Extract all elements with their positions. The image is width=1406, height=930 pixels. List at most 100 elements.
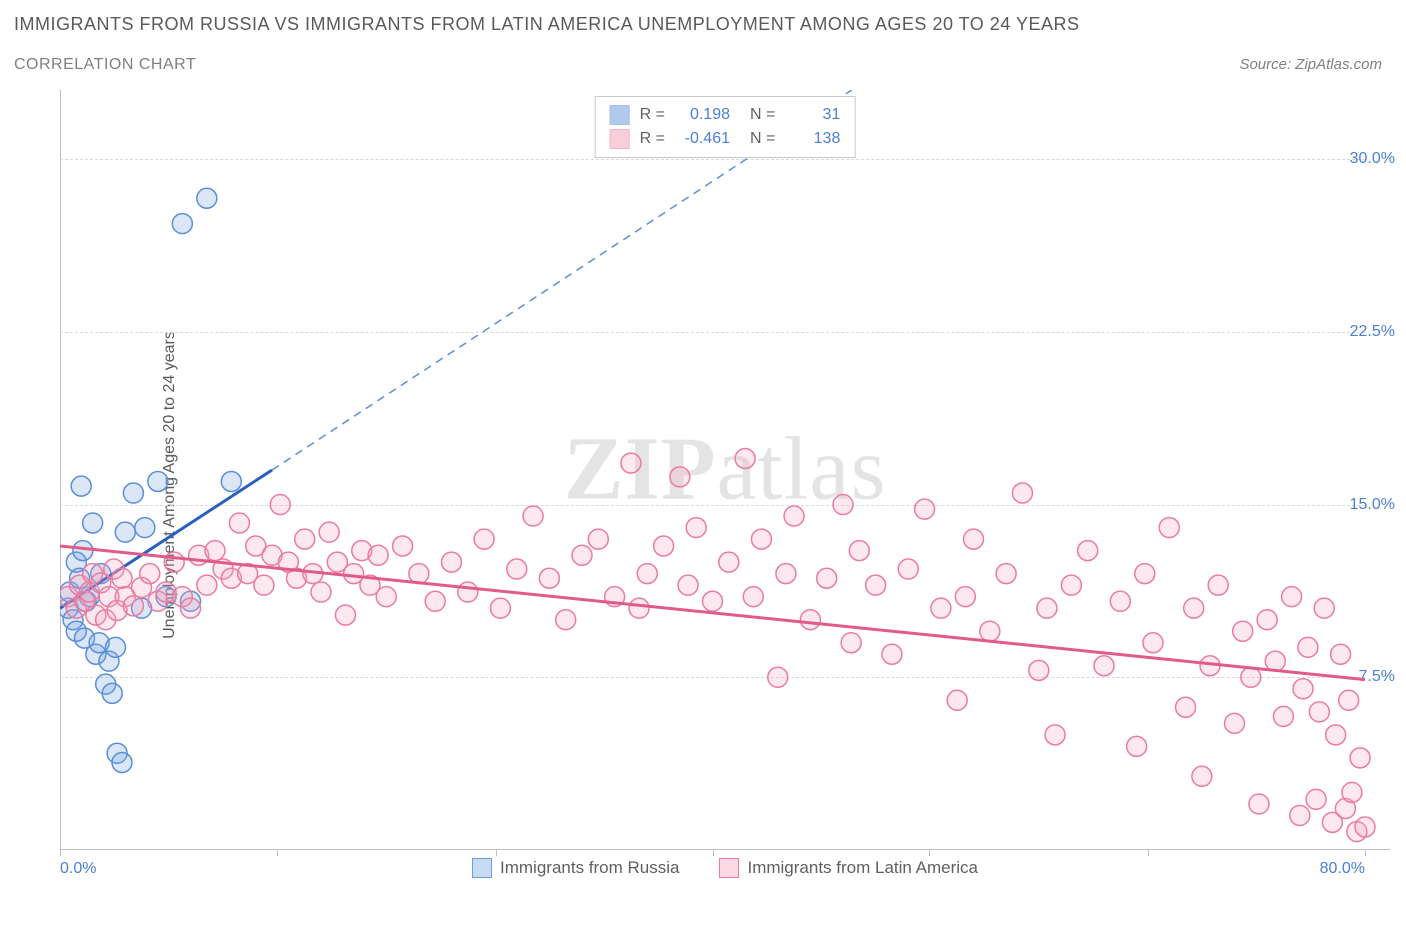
data-point xyxy=(112,568,132,588)
data-point xyxy=(115,522,135,542)
data-point xyxy=(1094,656,1114,676)
data-point xyxy=(1176,697,1196,717)
data-point xyxy=(71,476,91,496)
data-point xyxy=(670,467,690,487)
data-point xyxy=(1012,483,1032,503)
data-point xyxy=(311,582,331,602)
data-point xyxy=(197,188,217,208)
data-point xyxy=(1265,651,1285,671)
data-point xyxy=(1342,782,1362,802)
data-point xyxy=(703,591,723,611)
data-point xyxy=(898,559,918,579)
data-point xyxy=(83,513,103,533)
data-point xyxy=(523,506,543,526)
series-legend-label: Immigrants from Russia xyxy=(500,858,679,878)
data-point xyxy=(181,598,201,618)
data-point xyxy=(1298,637,1318,657)
data-point xyxy=(197,575,217,595)
data-point xyxy=(135,518,155,538)
data-point xyxy=(678,575,698,595)
legend-swatch xyxy=(610,105,630,125)
r-label: R = xyxy=(640,103,665,127)
r-value: 0.198 xyxy=(675,103,730,127)
correlation-legend-row: R =0.198N =31 xyxy=(610,103,841,127)
data-point xyxy=(1192,766,1212,786)
data-point xyxy=(474,529,494,549)
data-point xyxy=(629,598,649,618)
data-point xyxy=(102,683,122,703)
data-point xyxy=(841,633,861,653)
data-point xyxy=(915,499,935,519)
data-point xyxy=(123,483,143,503)
data-point xyxy=(205,541,225,561)
legend-swatch xyxy=(610,129,630,149)
data-point xyxy=(172,214,192,234)
data-point xyxy=(833,495,853,515)
data-point xyxy=(393,536,413,556)
series-legend-label: Immigrants from Latin America xyxy=(747,858,978,878)
data-point xyxy=(1293,679,1313,699)
n-label: N = xyxy=(750,127,775,151)
data-point xyxy=(105,637,125,657)
data-point xyxy=(1350,748,1370,768)
plot-region: 7.5%15.0%22.5%30.0%0.0%80.0% xyxy=(60,90,1390,880)
data-point xyxy=(295,529,315,549)
data-point xyxy=(140,564,160,584)
data-point xyxy=(1143,633,1163,653)
data-point xyxy=(817,568,837,588)
data-point xyxy=(1208,575,1228,595)
data-point xyxy=(1249,794,1269,814)
data-point xyxy=(784,506,804,526)
data-point xyxy=(490,598,510,618)
data-point xyxy=(335,605,355,625)
data-point xyxy=(442,552,462,572)
data-point xyxy=(112,752,132,772)
data-point xyxy=(164,552,184,572)
data-point xyxy=(1355,817,1375,837)
data-point xyxy=(1309,702,1329,722)
data-point xyxy=(1306,789,1326,809)
data-point xyxy=(947,690,967,710)
data-point xyxy=(1290,805,1310,825)
data-point xyxy=(621,453,641,473)
data-point xyxy=(955,587,975,607)
data-point xyxy=(148,472,168,492)
data-point xyxy=(866,575,886,595)
data-point xyxy=(1282,587,1302,607)
data-point xyxy=(1273,706,1293,726)
data-point xyxy=(931,598,951,618)
data-point xyxy=(1225,713,1245,733)
data-point xyxy=(1331,644,1351,664)
data-point xyxy=(229,513,249,533)
chart-area: Unemployment Among Ages 20 to 24 years Z… xyxy=(60,90,1390,880)
data-point xyxy=(1045,725,1065,745)
series-legend-item: Immigrants from Russia xyxy=(472,858,679,878)
data-point xyxy=(572,545,592,565)
data-point xyxy=(686,518,706,538)
data-point xyxy=(1326,725,1346,745)
data-point xyxy=(654,536,674,556)
data-point xyxy=(1127,736,1147,756)
data-point xyxy=(719,552,739,572)
legend-swatch xyxy=(719,858,739,878)
n-label: N = xyxy=(750,103,775,127)
data-point xyxy=(221,472,241,492)
source-attribution: Source: ZipAtlas.com xyxy=(1239,56,1382,73)
data-point xyxy=(73,541,93,561)
chart-title-sub: CORRELATION CHART xyxy=(14,56,196,74)
data-point xyxy=(964,529,984,549)
data-point xyxy=(368,545,388,565)
data-point xyxy=(882,644,902,664)
correlation-legend: R =0.198N =31R =-0.461N =138 xyxy=(595,96,856,158)
data-point xyxy=(1241,667,1261,687)
data-point xyxy=(319,522,339,542)
data-point xyxy=(735,448,755,468)
data-point xyxy=(254,575,274,595)
r-label: R = xyxy=(640,127,665,151)
data-point xyxy=(1314,598,1334,618)
data-point xyxy=(1078,541,1098,561)
data-point xyxy=(751,529,771,549)
data-point xyxy=(1257,610,1277,630)
data-point xyxy=(376,587,396,607)
data-point xyxy=(1233,621,1253,641)
